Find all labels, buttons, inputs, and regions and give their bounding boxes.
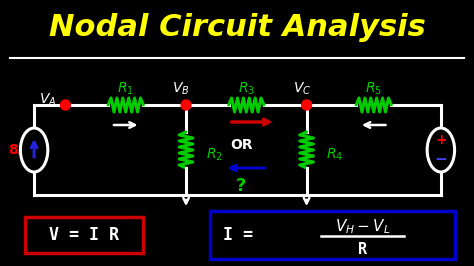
Text: I =: I =	[223, 226, 253, 244]
Text: 8A: 8A	[8, 143, 28, 157]
Text: OR: OR	[230, 138, 253, 152]
Text: +: +	[435, 133, 447, 147]
Circle shape	[301, 100, 311, 110]
Ellipse shape	[427, 128, 455, 172]
FancyBboxPatch shape	[210, 211, 455, 259]
Text: $V_C$: $V_C$	[292, 81, 311, 97]
Text: V = I R: V = I R	[49, 226, 119, 244]
Text: $R_3$: $R_3$	[238, 81, 255, 97]
Text: $V_H-V_L$: $V_H-V_L$	[335, 218, 390, 236]
Text: $V_B$: $V_B$	[173, 81, 190, 97]
Text: $R_4$: $R_4$	[326, 147, 343, 163]
Text: $R_1$: $R_1$	[117, 81, 134, 97]
Ellipse shape	[20, 128, 48, 172]
Text: R: R	[358, 242, 367, 256]
Text: Nodal Circuit Analysis: Nodal Circuit Analysis	[49, 14, 425, 43]
Text: −: −	[435, 152, 447, 168]
Text: $V_A$: $V_A$	[39, 92, 56, 108]
Circle shape	[181, 100, 191, 110]
FancyBboxPatch shape	[25, 217, 143, 253]
Text: $R_5$: $R_5$	[365, 81, 382, 97]
Text: $R_2$: $R_2$	[206, 147, 222, 163]
Circle shape	[61, 100, 70, 110]
Text: ?: ?	[236, 177, 246, 195]
